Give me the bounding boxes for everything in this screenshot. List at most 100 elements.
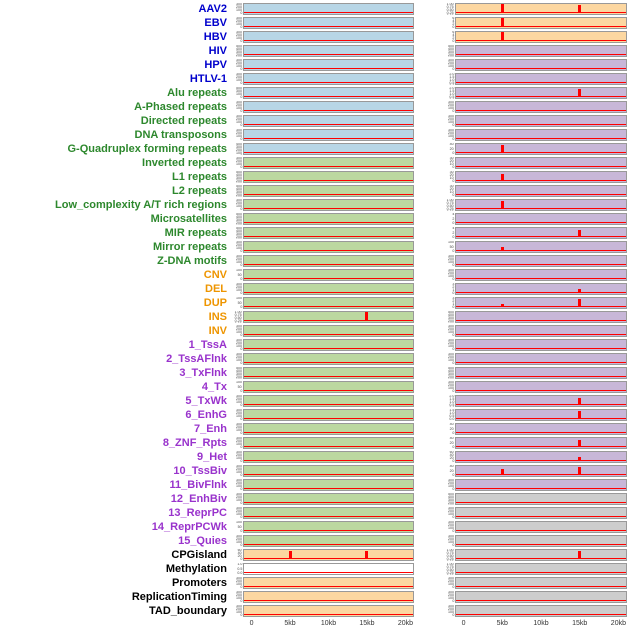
row-label: Microsatellites <box>150 213 227 225</box>
y-tick-label: 100 <box>447 241 454 244</box>
y-tick-label: 1.00 <box>446 549 454 552</box>
signal-baseline <box>244 459 413 461</box>
y-tick-label: 200 <box>235 117 242 121</box>
y-tick-label: 300 <box>235 145 242 149</box>
y-tick-label: 0 <box>451 347 454 351</box>
left-y-axis-ticks: 300 200 100 0 <box>230 241 243 253</box>
y-tick-label: 0 <box>451 39 454 43</box>
right-y-axis-ticks: 1.000.750.500.250.00 <box>442 549 455 561</box>
signal-baseline <box>456 543 626 545</box>
signal-baseline <box>456 53 626 55</box>
row-label: HIV <box>208 45 227 57</box>
right-y-axis-ticks: 40 20 0 <box>442 437 455 449</box>
signal-baseline <box>244 25 413 27</box>
signal-peak <box>577 4 581 13</box>
track-row: Z-DNA motifs 300 200 100 0 300 200 100 0 <box>0 254 630 268</box>
y-tick-label: 0 <box>239 459 242 463</box>
y-tick-label: 0.50 <box>446 568 454 572</box>
y-tick-label: 200 <box>447 355 454 359</box>
y-tick-label: 0 <box>451 137 454 141</box>
y-tick-label: 0 <box>239 389 242 393</box>
signal-baseline <box>456 403 626 405</box>
y-tick-label: 200 <box>235 341 242 345</box>
y-tick-label: 100 <box>235 610 242 614</box>
right-y-axis-ticks: 30 20 10 0 <box>442 171 455 183</box>
right-y-axis-ticks: 300 200 100 0 <box>442 591 455 603</box>
right-signal-panel <box>455 283 627 295</box>
y-tick-label: 200 <box>447 271 454 275</box>
left-signal-panel <box>243 563 414 575</box>
right-signal-panel <box>455 591 627 603</box>
right-signal-panel <box>455 353 627 365</box>
left-signal-panel <box>243 241 414 253</box>
signal-baseline <box>456 487 626 489</box>
y-tick-label: 200 <box>447 53 454 57</box>
y-tick-label: 100 <box>447 260 454 264</box>
track-row: INV 300 200 100 0 300 200 100 0 <box>0 324 630 338</box>
left-signal-panel <box>243 143 414 155</box>
signal-baseline <box>456 137 626 139</box>
y-tick-label: 100 <box>447 610 454 614</box>
left-y-axis-ticks: 100 50 0 <box>230 297 243 309</box>
signal-peak <box>501 200 505 209</box>
y-tick-label: 0.75 <box>234 313 242 317</box>
y-tick-label: 30 <box>449 157 454 160</box>
signal-baseline <box>456 417 626 419</box>
left-signal-panel <box>243 227 414 239</box>
left-signal-panel <box>243 591 414 603</box>
y-tick-label: 200 <box>235 19 242 23</box>
left-y-axis-ticks: 100 50 0 <box>230 381 243 393</box>
signal-baseline <box>456 529 626 531</box>
y-tick-label: 500 <box>447 45 454 48</box>
y-tick-label: 200 <box>235 375 242 379</box>
row-label: 3_TxFlnk <box>179 367 227 379</box>
signal-baseline <box>456 39 626 41</box>
y-tick-label: 300 <box>235 176 242 180</box>
track-row: 9_Het 300 200 100 0 60 40 20 0 <box>0 450 630 464</box>
y-tick-label: 0 <box>239 263 242 267</box>
track-row: 8_ZNF_Rpts 300 200 100 0 40 20 0 <box>0 436 630 450</box>
y-tick-label: 300 <box>447 372 454 376</box>
left-signal-panel <box>243 255 414 267</box>
signal-peak <box>365 312 369 321</box>
track-row: Directed repeats 300 200 100 0 300 200 100 0 <box>0 114 630 128</box>
right-signal-panel <box>455 59 627 71</box>
y-tick-label: 0 <box>451 529 454 533</box>
y-tick-label: 0.75 <box>446 565 454 569</box>
y-tick-label: 200 <box>235 235 242 239</box>
signal-baseline <box>456 613 626 615</box>
row-label: 12_EnhBiv <box>170 493 227 505</box>
left-signal-panel <box>243 213 414 225</box>
right-signal-panel <box>455 129 627 141</box>
y-tick-label: 0 <box>451 263 454 267</box>
y-tick-label: 0.5 <box>236 566 242 571</box>
right-signal-panel <box>455 381 627 393</box>
y-tick-label: 10 <box>449 162 454 166</box>
left-y-axis-ticks: 1.0 0.5 0.0 <box>230 563 243 575</box>
y-tick-label: 0 <box>239 445 242 449</box>
y-tick-label: 0 <box>451 333 454 337</box>
signal-baseline <box>456 375 626 377</box>
y-tick-label: 0 <box>239 529 242 533</box>
signal-peak <box>501 18 505 27</box>
track-row: 3_TxFlnk500400300200100500400300200100 <box>0 366 630 380</box>
y-tick-label: 300 <box>235 3 242 6</box>
signal-peak <box>577 89 581 97</box>
right-signal-panel <box>455 255 627 267</box>
y-tick-label: 0.50 <box>234 316 242 320</box>
right-y-axis-ticks: 300 200 100 0 <box>442 269 455 281</box>
row-label: A-Phased repeats <box>134 101 227 113</box>
row-label: CNV <box>203 269 227 281</box>
signal-baseline <box>244 375 413 377</box>
y-tick-label: 500 <box>235 45 242 48</box>
signal-baseline <box>244 221 413 223</box>
signal-baseline <box>456 277 626 279</box>
y-tick-label: 0.25 <box>446 11 454 15</box>
left-y-axis-ticks: 300 200 100 0 <box>230 451 243 463</box>
right-signal-panel <box>455 227 627 239</box>
left-y-axis-ticks: 300 200 100 0 <box>230 395 243 407</box>
signal-baseline <box>456 571 626 573</box>
y-tick-label: 100 <box>235 498 242 502</box>
